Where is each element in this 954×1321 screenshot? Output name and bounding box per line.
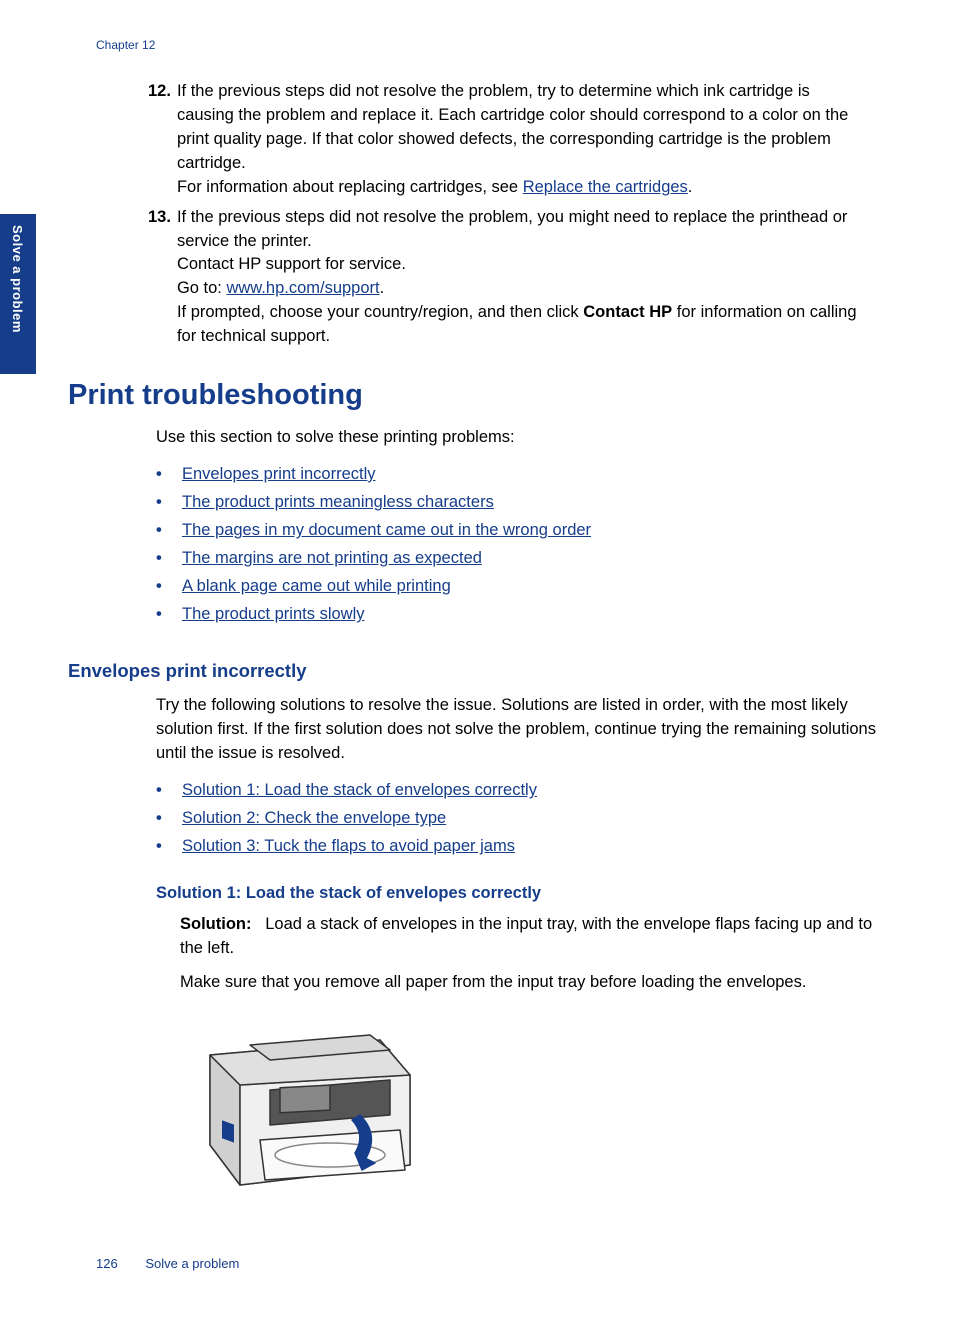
page-number: 126 (96, 1256, 118, 1271)
list-item: •The margins are not printing as expecte… (156, 544, 888, 572)
list-item: •Solution 1: Load the stack of envelopes… (156, 776, 888, 804)
bullet-icon: • (156, 600, 182, 628)
footer-section: Solve a problem (145, 1256, 239, 1271)
solution-label: Solution: (180, 915, 251, 933)
list-item: •Envelopes print incorrectly (156, 460, 888, 488)
hp-support-link[interactable]: www.hp.com/support (226, 279, 379, 297)
solution2-link[interactable]: Solution 2: Check the envelope type (182, 804, 446, 832)
step-text-post: . (688, 178, 693, 196)
page-footer: 126 Solve a problem (96, 1256, 239, 1271)
contact-hp-bold: Contact HP (583, 303, 672, 321)
list-item: •The product prints slowly (156, 600, 888, 628)
side-tab: Solve a problem (0, 0, 36, 1321)
list-item: •The product prints meaningless characte… (156, 488, 888, 516)
side-tab-label: Solve a problem (10, 225, 25, 333)
step-text-post: . (380, 279, 385, 297)
step-number: 12. (148, 80, 177, 200)
intro-text: Use this section to solve these printing… (156, 426, 888, 450)
prints-slowly-link[interactable]: The product prints slowly (182, 600, 365, 628)
replace-cartridges-link[interactable]: Replace the cartridges (523, 178, 688, 196)
intro-text: Try the following solutions to resolve t… (156, 694, 888, 766)
problem-list: •Envelopes print incorrectly •The produc… (156, 460, 888, 628)
solution-body: Solution: Load a stack of envelopes in t… (180, 913, 888, 961)
step-text: If the previous steps did not resolve th… (177, 208, 847, 250)
wrong-order-link[interactable]: The pages in my document came out in the… (182, 516, 591, 544)
meaningless-chars-link[interactable]: The product prints meaningless character… (182, 488, 494, 516)
margins-link[interactable]: The margins are not printing as expected (182, 544, 482, 572)
bullet-icon: • (156, 460, 182, 488)
heading-print-troubleshooting: Print troubleshooting (68, 379, 888, 412)
step-text: Contact HP support for service. (177, 255, 406, 273)
solution-text: Make sure that you remove all paper from… (180, 971, 888, 995)
list-item: •The pages in my document came out in th… (156, 516, 888, 544)
heading-solution1: Solution 1: Load the stack of envelopes … (156, 884, 888, 903)
page-content: 12. If the previous steps did not resolv… (68, 80, 888, 1195)
solution-list: •Solution 1: Load the stack of envelopes… (156, 776, 888, 860)
list-item: •Solution 3: Tuck the flaps to avoid pap… (156, 832, 888, 860)
step-text-pre: For information about replacing cartridg… (177, 178, 523, 196)
step-12: 12. If the previous steps did not resolv… (68, 80, 888, 200)
step-13: 13. If the previous steps did not resolv… (68, 206, 888, 350)
list-item: •Solution 2: Check the envelope type (156, 804, 888, 832)
step-text-pre: If prompted, choose your country/region,… (177, 303, 583, 321)
chapter-label: Chapter 12 (96, 38, 155, 52)
step-body: If the previous steps did not resolve th… (177, 206, 888, 350)
bullet-icon: • (156, 776, 182, 804)
step-text-pre: Go to: (177, 279, 227, 297)
solution3-link[interactable]: Solution 3: Tuck the flaps to avoid pape… (182, 832, 515, 860)
bullet-icon: • (156, 516, 182, 544)
step-text: If the previous steps did not resolve th… (177, 82, 848, 172)
blank-page-link[interactable]: A blank page came out while printing (182, 572, 451, 600)
bullet-icon: • (156, 488, 182, 516)
step-number: 13. (148, 206, 177, 350)
list-item: •A blank page came out while printing (156, 572, 888, 600)
printer-illustration (180, 1015, 430, 1195)
solution-text: Load a stack of envelopes in the input t… (180, 915, 872, 957)
bullet-icon: • (156, 804, 182, 832)
bullet-icon: • (156, 832, 182, 860)
envelopes-link[interactable]: Envelopes print incorrectly (182, 460, 376, 488)
bullet-icon: • (156, 544, 182, 572)
step-body: If the previous steps did not resolve th… (177, 80, 888, 200)
heading-envelopes: Envelopes print incorrectly (68, 660, 888, 682)
solution1-link[interactable]: Solution 1: Load the stack of envelopes … (182, 776, 537, 804)
bullet-icon: • (156, 572, 182, 600)
